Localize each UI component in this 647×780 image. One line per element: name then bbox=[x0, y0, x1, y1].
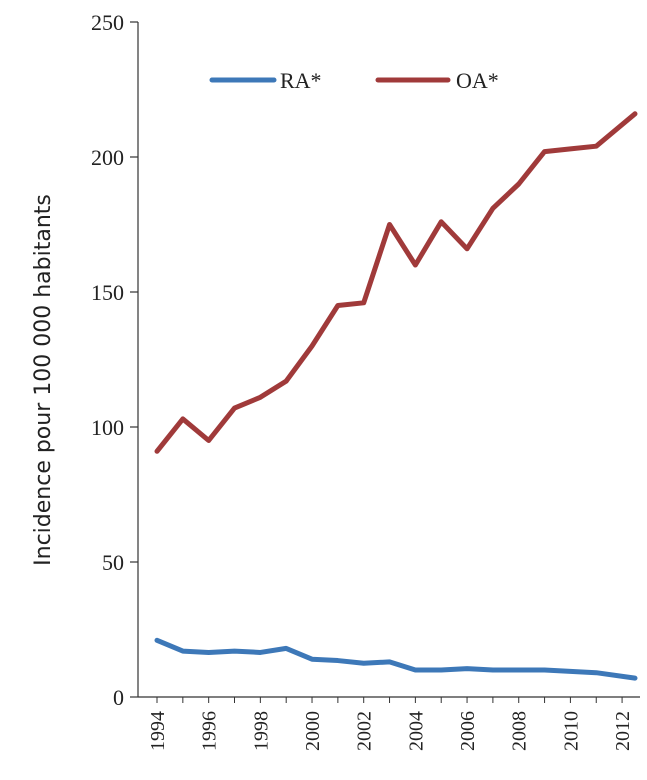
x-tick-label: 2004 bbox=[405, 711, 427, 751]
y-tick-label: 250 bbox=[91, 10, 124, 35]
x-tick-label: 1996 bbox=[199, 711, 221, 751]
y-tick-label: 100 bbox=[91, 415, 124, 440]
x-tick-label: 2000 bbox=[302, 711, 324, 751]
axes: 0 50 100 150 200 250 1994 1996 1998 2000 2002 2004 2… bbox=[91, 10, 640, 751]
legend-label-oa: OA* bbox=[456, 68, 499, 93]
series-layer bbox=[154, 111, 638, 681]
x-tick-label: 1994 bbox=[147, 711, 169, 751]
legend-label-ra: RA* bbox=[280, 68, 322, 93]
y-tick-label: 0 bbox=[113, 685, 124, 710]
x-tick-label: 2012 bbox=[612, 711, 634, 751]
x-tick-label: 2006 bbox=[457, 711, 479, 751]
x-tick-label: 2008 bbox=[509, 711, 531, 751]
y-tick-label: 50 bbox=[102, 550, 124, 575]
x-tick-label: 2010 bbox=[560, 711, 582, 751]
y-axis-label: Incidence pour 100 000 habitants bbox=[31, 194, 56, 566]
x-tick-label: 1998 bbox=[250, 711, 272, 751]
legend: RA* OA* bbox=[209, 68, 499, 93]
y-tick-label: 200 bbox=[91, 145, 124, 170]
y-tick-label: 150 bbox=[91, 280, 124, 305]
series-line-ra bbox=[154, 637, 638, 681]
x-tick-label: 2002 bbox=[354, 711, 376, 751]
series-line-oa bbox=[154, 111, 638, 454]
